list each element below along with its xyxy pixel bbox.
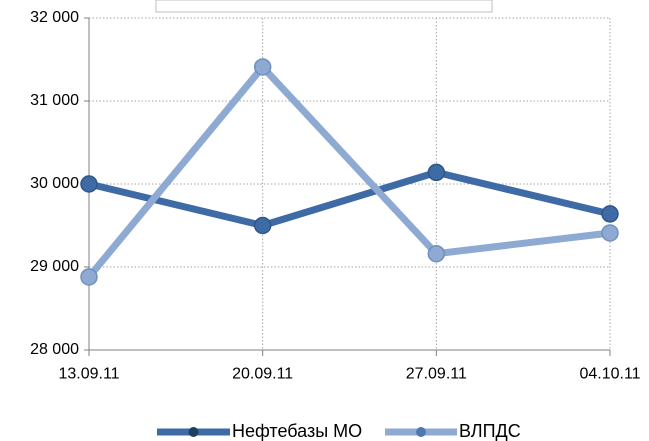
y-tick-label: 28 000 — [30, 341, 79, 358]
plot-title-strip — [155, 0, 493, 13]
y-tick-label: 31 000 — [30, 92, 79, 109]
y-tick-label: 30 000 — [30, 175, 79, 192]
legend-label: ВЛПДС — [459, 421, 521, 441]
data-point — [601, 224, 619, 242]
data-point — [601, 205, 619, 223]
series-line-2 — [85, 63, 614, 281]
data-point — [253, 216, 272, 235]
legend: Нефтебазы МО ВЛПДС — [157, 421, 521, 441]
data-point — [427, 244, 446, 263]
series-line-1 — [85, 168, 614, 229]
data-point — [80, 175, 98, 193]
data-point — [80, 268, 98, 286]
x-tick-label: 20.09.11 — [232, 365, 293, 382]
x-tick-label: 27.09.11 — [406, 365, 467, 382]
legend-label: Нефтебазы МО — [232, 421, 362, 441]
legend-swatch-marker — [416, 427, 426, 437]
axes: 28 000 29 000 30 000 31 000 32 000 13.09.11 20… — [30, 9, 641, 382]
data-point — [427, 163, 446, 182]
grid — [89, 17, 611, 350]
series-lines — [80, 58, 619, 286]
data-point — [253, 58, 272, 76]
legend-swatch-marker — [188, 427, 199, 437]
y-tick-label: 29 000 — [30, 258, 79, 275]
y-tick-label: 32 000 — [30, 9, 79, 26]
x-tick-label: 13.09.11 — [58, 365, 119, 382]
x-tick-label: 04.10.11 — [579, 365, 640, 382]
